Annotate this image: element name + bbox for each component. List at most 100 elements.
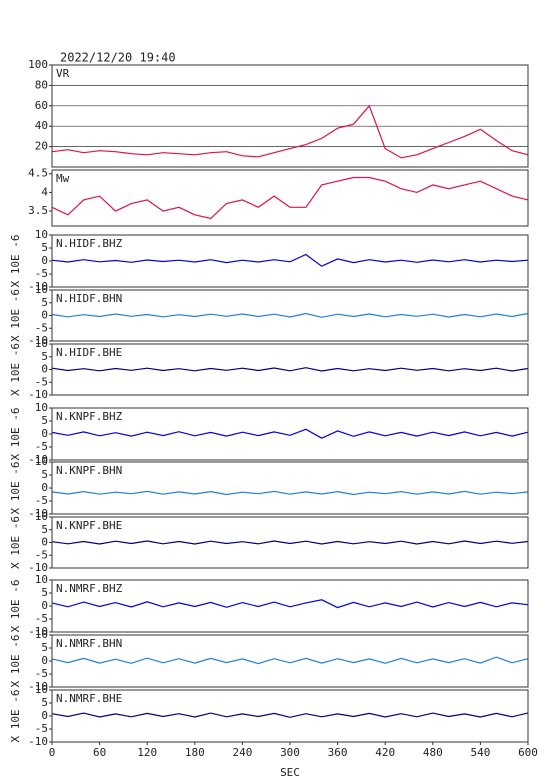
y-tick-label: 5 xyxy=(41,696,48,709)
panel-frame xyxy=(51,634,529,688)
panel-label: N.NMRF.BHE xyxy=(56,692,122,705)
series-line xyxy=(51,599,529,609)
x-tick-label: 300 xyxy=(280,746,300,759)
series-line xyxy=(51,712,529,718)
y-tick-label: -10 xyxy=(28,625,48,638)
y-tick-label: -5 xyxy=(35,722,48,735)
y-tick-label: 5 xyxy=(41,414,48,427)
y-tick-label: 0 xyxy=(41,599,48,612)
y-tick-label: 3.5 xyxy=(28,204,48,217)
x-tick-label: 600 xyxy=(518,746,538,759)
y-tick-label: 100 xyxy=(28,58,48,71)
y-tick-label: -5 xyxy=(35,494,48,507)
y-tick-label: 10 xyxy=(35,455,48,468)
y-tick-label: 80 xyxy=(35,78,48,91)
panel-label: N.HIDF.BHE xyxy=(56,346,122,359)
y-tick-label: 10 xyxy=(35,573,48,586)
y-tick-label: 0 xyxy=(41,427,48,440)
series-line xyxy=(51,176,529,220)
y-tick-label: -5 xyxy=(35,375,48,388)
y-tick-label: 5 xyxy=(41,468,48,481)
y-tick-label: 5 xyxy=(41,586,48,599)
x-tick-label: 360 xyxy=(328,746,348,759)
y-axis-label: X 10E -6 xyxy=(9,635,22,688)
x-tick-label: 240 xyxy=(232,746,252,759)
panel-label: N.HIDF.BHN xyxy=(56,292,122,305)
chart-title: 2022/12/20 19:40 xyxy=(60,51,176,65)
series-line xyxy=(51,104,529,159)
y-tick-label: 4 xyxy=(41,185,48,198)
panel-frame xyxy=(51,407,529,461)
y-tick-label: 0 xyxy=(41,363,48,376)
y-tick-label: 0 xyxy=(41,481,48,494)
panel-frame xyxy=(51,516,529,569)
y-tick-label: -5 xyxy=(35,548,48,561)
y-tick-label: -10 xyxy=(28,507,48,520)
y-tick-label: -10 xyxy=(28,334,48,347)
y-tick-label: 40 xyxy=(35,119,48,132)
y-tick-label: -10 xyxy=(28,735,48,748)
panel-label: N.KNPF.BHE xyxy=(56,519,122,532)
series-line xyxy=(51,312,529,318)
panel-frame xyxy=(51,461,529,515)
series-line xyxy=(51,490,529,496)
y-tick-label: 0 xyxy=(41,536,48,549)
series-line xyxy=(51,540,529,545)
y-tick-label: 10 xyxy=(35,628,48,641)
y-tick-label: -10 xyxy=(28,561,48,574)
y-tick-label: 10 xyxy=(35,337,48,350)
series-line xyxy=(51,656,529,665)
y-tick-label: 5 xyxy=(41,641,48,654)
series-line xyxy=(51,367,529,372)
y-tick-label: 5 xyxy=(41,241,48,254)
y-tick-label: 20 xyxy=(35,140,48,153)
y-axis-label: X 10E -6 xyxy=(9,235,22,288)
y-tick-label: -5 xyxy=(35,321,48,334)
y-tick-label: -5 xyxy=(35,667,48,680)
y-tick-label: -5 xyxy=(35,440,48,453)
panel-label: N.NMRF.BHN xyxy=(56,637,122,650)
panel-label: N.KNPF.BHZ xyxy=(56,410,123,423)
y-axis-label: X 10E -6 xyxy=(9,462,22,515)
panel-frame xyxy=(51,289,529,342)
panel-frame xyxy=(51,343,529,396)
y-tick-label: -10 xyxy=(28,388,48,401)
y-tick-label: 10 xyxy=(35,401,48,414)
x-axis-label: SEC xyxy=(280,766,300,779)
y-tick-label: 60 xyxy=(35,99,48,112)
x-tick-label: 420 xyxy=(375,746,395,759)
x-tick-label: 120 xyxy=(137,746,157,759)
y-tick-label: 5 xyxy=(41,350,48,363)
panel-label: VR xyxy=(56,67,70,80)
y-tick-label: 0 xyxy=(41,654,48,667)
y-tick-label: 10 xyxy=(35,228,48,241)
y-tick-label: 10 xyxy=(35,510,48,523)
x-tick-label: 540 xyxy=(470,746,490,759)
panel-label: N.KNPF.BHN xyxy=(56,464,122,477)
y-tick-label: -5 xyxy=(35,267,48,280)
y-tick-label: -10 xyxy=(28,680,48,693)
y-tick-label: -5 xyxy=(35,612,48,625)
panel-frame xyxy=(51,689,529,743)
y-tick-label: 0 xyxy=(41,709,48,722)
panel-label: Mw xyxy=(56,172,70,185)
y-axis-label: X 10E -6 xyxy=(9,343,22,396)
y-tick-label: 10 xyxy=(35,283,48,296)
y-axis-label: X 10E -6 xyxy=(9,408,22,461)
panel-frame xyxy=(51,579,529,633)
y-tick-label: 0 xyxy=(41,254,48,267)
panel-frame xyxy=(51,169,529,227)
y-tick-label: 0 xyxy=(41,309,48,322)
y-axis-label: X 10E -6 xyxy=(9,580,22,633)
x-tick-label: 60 xyxy=(93,746,106,759)
x-tick-label: 480 xyxy=(423,746,443,759)
panel-frame xyxy=(51,64,529,168)
series-line xyxy=(51,253,529,267)
y-axis-label: X 10E -6 xyxy=(9,690,22,743)
y-tick-label: 4.5 xyxy=(28,167,48,180)
y-axis-label: X 10E -6 xyxy=(9,289,22,342)
y-tick-label: 5 xyxy=(41,523,48,536)
panel-frame xyxy=(51,234,529,288)
